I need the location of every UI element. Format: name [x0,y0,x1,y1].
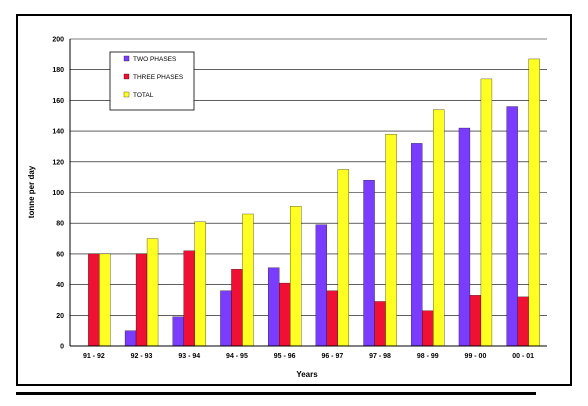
bar-three-phases [135,253,148,347]
x-tick-label: 96 - 97 [321,353,343,360]
bar-three-phases [422,310,434,347]
bar-total [242,213,254,347]
x-tick-label: 95 - 96 [274,353,296,360]
legend-label: THREE PHASES [133,74,184,81]
bar-two-phases [124,330,137,347]
bar-three-phases [326,290,339,347]
bar-three-phases [517,296,529,347]
bar-total [146,238,159,347]
y-tick-labels: 0 20 40 60 80 100 120 140 160 180 200 [52,37,64,351]
axes [69,39,547,347]
x-tick-label: 91 - 92 [83,353,105,360]
y-tick-label: 40 [56,282,64,289]
bar-three-phases [469,295,482,347]
x-tick-label: 97 - 98 [369,353,391,360]
bar-two-phases [363,180,375,347]
bar-two-phases [267,267,280,347]
x-tick-label: 94 - 95 [226,353,248,360]
legend-swatch [123,73,130,80]
x-tick-label: 93 - 94 [178,353,200,360]
legend: TWO PHASES THREE PHASES TOTAL [109,51,195,111]
y-tick-label: 200 [52,37,64,44]
bar-total [433,109,445,347]
legend-label: TOTAL [133,92,154,99]
y-tick-label: 180 [52,67,64,74]
x-axis-label: Years [296,370,318,379]
bar-total [385,134,397,347]
y-tick-label: 140 [52,129,64,136]
x-tick-label: 99 - 00 [465,353,487,360]
legend-box [109,51,195,111]
bar-total [289,206,302,347]
y-tick-label: 80 [56,221,64,228]
x-tick-label: 00 - 01 [512,353,534,360]
bar-three-phases [374,301,386,347]
bar-two-phases [411,143,423,347]
bar-two-phases [458,127,471,347]
bar-two-phases [220,290,232,347]
bars [88,58,540,347]
x-tick-labels: 91 - 92 92 - 93 93 - 94 94 - 95 95 - 96 96 - … [83,353,534,360]
y-tick-label: 160 [52,98,64,105]
bar-total [194,221,206,347]
bar-three-phases [183,250,195,347]
x-tick-label: 98 - 99 [417,353,439,360]
y-tick-label: 20 [56,313,64,320]
legend-swatch [123,55,130,62]
bar-three-phases [231,269,243,347]
bar-three-phases [278,282,291,347]
y-tick-label: 120 [52,159,64,166]
bar-two-phases [172,316,184,347]
x-tick-label: 92 - 93 [131,353,153,360]
y-tick-label: 100 [52,190,64,197]
bar-total [337,169,350,347]
bar-total [528,58,540,347]
bar-total [480,78,493,347]
y-tick-label: 0 [60,344,64,351]
bar-two-phases [315,224,328,347]
legend-swatch [123,91,130,98]
bar-three-phases [88,253,100,347]
legend-label: TWO PHASES [133,56,177,63]
bar-total [99,253,111,347]
y-axis-label: tonne per day [27,165,36,218]
y-tick-label: 60 [56,251,64,258]
frame-underline [16,392,536,395]
bar-two-phases [506,106,518,347]
